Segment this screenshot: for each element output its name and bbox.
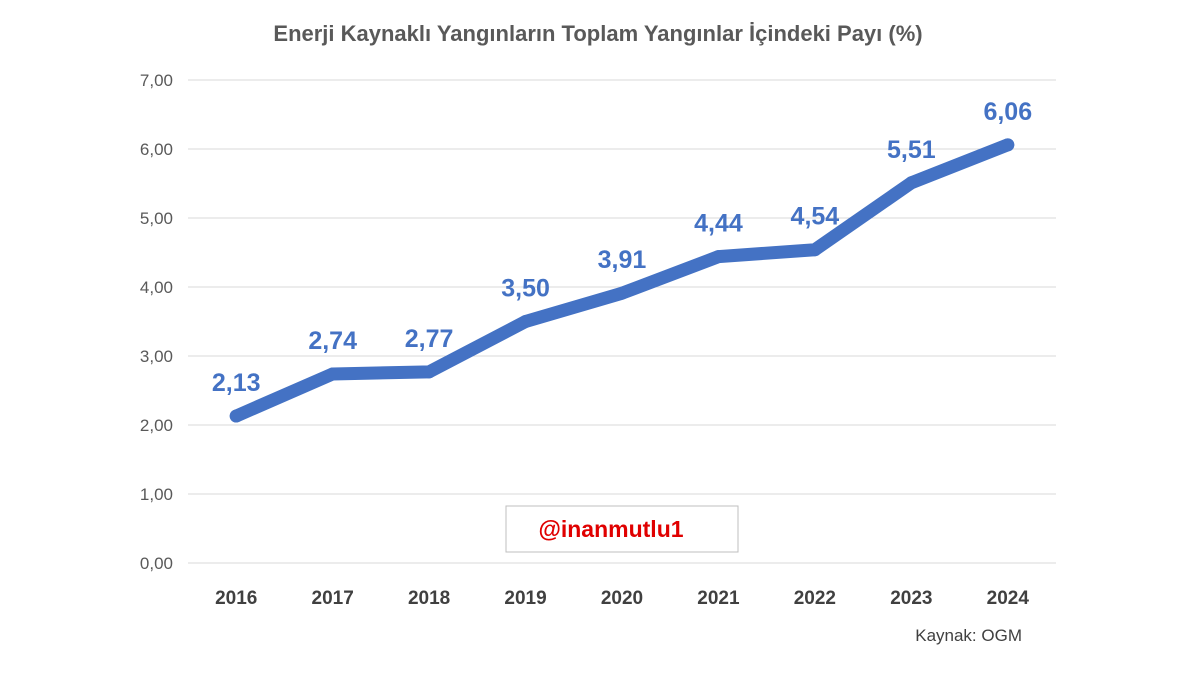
watermark-box: @inanmutlu1 <box>505 505 739 553</box>
data-labels: 2,13 2,74 2,77 3,50 3,91 4,44 4,54 5,51 6,06 <box>212 98 1032 397</box>
x-tick-label: 2016 <box>215 588 257 609</box>
data-point <box>904 176 918 190</box>
data-label: 2,13 <box>212 369 261 397</box>
data-label: 5,51 <box>887 136 936 164</box>
chart-title: Enerji Kaynaklı Yangınların Toplam Yangı… <box>273 21 922 46</box>
data-label: 4,44 <box>694 210 743 238</box>
y-tick-label: 2,00 <box>140 416 173 435</box>
x-axis-ticks: 2016 2017 2018 2019 2020 2021 2022 2023 2024 <box>215 588 1029 609</box>
y-tick-label: 1,00 <box>140 485 173 504</box>
y-tick-label: 5,00 <box>140 209 173 228</box>
y-tick-label: 4,00 <box>140 278 173 297</box>
x-tick-label: 2023 <box>890 588 932 609</box>
x-tick-label: 2020 <box>601 588 643 609</box>
data-point <box>422 365 436 379</box>
y-tick-label: 7,00 <box>140 71 173 90</box>
x-tick-label: 2018 <box>408 588 450 609</box>
series-line <box>229 138 1015 423</box>
y-tick-label: 6,00 <box>140 140 173 159</box>
data-point <box>1001 138 1015 152</box>
y-axis-ticks: 0,00 1,00 2,00 3,00 4,00 5,00 6,00 7,00 <box>140 71 173 573</box>
data-point <box>326 367 340 381</box>
watermark-text: @inanmutlu1 <box>538 516 683 542</box>
data-point <box>808 243 822 257</box>
data-point <box>615 286 629 300</box>
data-label: 2,74 <box>308 327 357 355</box>
data-point <box>229 409 243 423</box>
data-label: 4,54 <box>791 203 840 231</box>
x-tick-label: 2021 <box>697 588 740 609</box>
data-point <box>519 315 533 328</box>
x-tick-label: 2017 <box>312 588 354 609</box>
watermark-frame <box>505 505 739 553</box>
data-series <box>229 138 1015 423</box>
data-label: 3,50 <box>501 275 550 303</box>
data-label: 6,06 <box>983 98 1032 126</box>
y-tick-label: 0,00 <box>140 554 173 573</box>
x-tick-label: 2022 <box>794 588 836 609</box>
source-note: Kaynak: OGM <box>915 626 1022 645</box>
data-label: 3,91 <box>598 246 647 274</box>
x-tick-label: 2019 <box>504 588 546 609</box>
y-tick-label: 3,00 <box>140 347 173 366</box>
data-label: 2,77 <box>405 325 454 353</box>
data-point <box>711 250 725 264</box>
x-tick-label: 2024 <box>987 588 1030 609</box>
